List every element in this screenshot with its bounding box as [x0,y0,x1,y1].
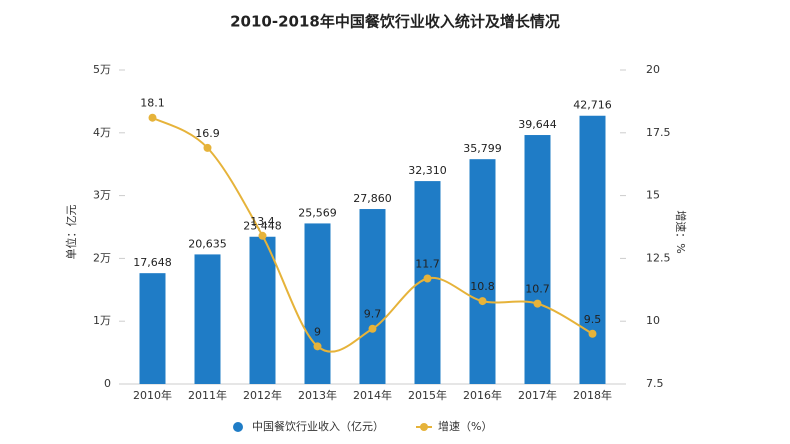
y-tick-label: 2万 [93,251,111,264]
line [152,116,593,353]
x-tick-label: 2014年 [353,388,392,402]
x-tick-label: 2010年 [133,388,172,402]
value-label: 10.8 [470,280,495,293]
value-label: 23,448 [243,220,282,233]
x-tick-label: 2013年 [298,388,337,402]
value-label: 13.4 [250,215,275,228]
value-label: 39,644 [518,118,557,131]
line-point [533,299,542,308]
x-tick-label: 2018年 [573,388,612,402]
y2-tick-label: 7.5 [646,377,664,390]
line-point [588,329,597,338]
line-point [258,231,267,240]
y-tick-label: 5万 [93,63,111,76]
x-tick-label: 2011年 [188,388,227,402]
value-label: 18.1 [140,97,165,110]
line-point [313,342,322,351]
bar [524,135,551,384]
value-label: 32,310 [408,164,447,177]
legend-marker [233,422,243,432]
bar [469,159,496,384]
bar [359,209,386,384]
bar [249,236,276,384]
y2-tick-label: 17.5 [646,126,671,139]
y2-tick-label: 20 [646,63,660,76]
y-axis-title: 单位：亿元 [64,205,78,260]
value-label: 9 [314,325,321,338]
chart-title: 2010-2018年中国餐饮行业收入统计及增长情况 [230,13,560,31]
bar [579,115,606,384]
value-label: 17,648 [133,256,172,269]
line-point [148,113,157,122]
line-point [368,324,377,333]
legend-marker [420,423,428,431]
value-label: 27,860 [353,192,392,205]
value-label: 10.7 [525,283,550,296]
line-point [423,274,432,283]
x-tick-label: 2016年 [463,388,502,402]
x-tick-label: 2017年 [518,388,557,402]
y-tick-label: 3万 [93,189,111,202]
bar [194,254,221,384]
y2-axis-title: 增速：% [674,210,688,253]
legend-label: 中国餐饮行业收入（亿元） [252,419,384,433]
legend-label: 增速（%） [438,419,492,433]
value-label: 11.7 [415,257,440,270]
value-label: 9.7 [364,308,382,321]
bar [139,273,166,384]
y2-tick-label: 15 [646,189,660,202]
value-label: 35,799 [463,142,502,155]
y2-tick-label: 10 [646,314,660,327]
y-tick-label: 1万 [93,314,111,327]
bar [304,223,331,384]
value-label: 42,716 [573,99,612,112]
line-point [203,143,212,152]
y-tick-label: 0 [104,377,111,390]
value-label: 16.9 [195,127,220,140]
value-label: 25,569 [298,206,337,219]
x-tick-label: 2012年 [243,388,282,402]
y-tick-label: 4万 [93,126,111,139]
line-point [478,297,487,306]
x-tick-label: 2015年 [408,388,447,402]
y2-tick-label: 12.5 [646,251,671,264]
value-label: 9.5 [584,313,602,326]
value-label: 20,635 [188,237,227,250]
